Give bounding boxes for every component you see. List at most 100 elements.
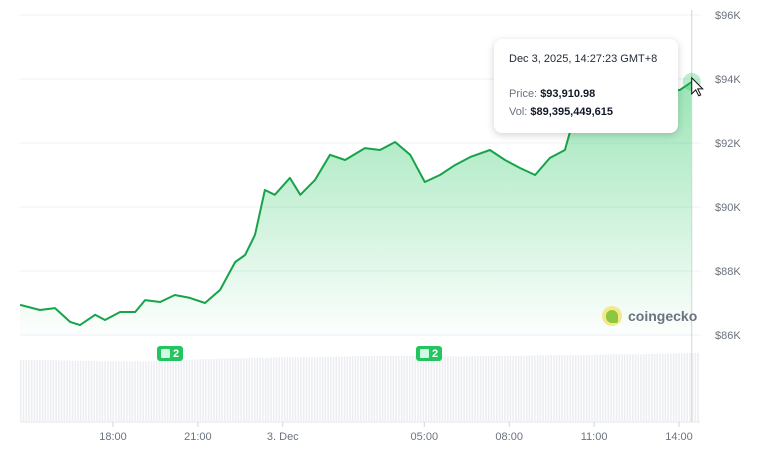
- volume-bar: [161, 360, 164, 422]
- volume-bar: [406, 355, 408, 422]
- volume-bar: [664, 353, 667, 422]
- volume-bar: [607, 354, 610, 422]
- volume-bar: [44, 360, 47, 422]
- volume-bar: [243, 358, 245, 422]
- volume-bar: [175, 360, 177, 422]
- volume-bar: [202, 359, 204, 422]
- x-tick-label: 05:00: [411, 431, 439, 443]
- volume-bar: [215, 358, 218, 422]
- volume-bar: [659, 353, 661, 422]
- volume-bar: [267, 357, 270, 422]
- volume-bar: [379, 355, 381, 422]
- volume-bar: [256, 357, 259, 422]
- volume-bar: [136, 361, 139, 422]
- volume-bar: [259, 357, 261, 422]
- volume-bar: [245, 358, 248, 422]
- x-tick-label: 21:00: [184, 431, 212, 443]
- volume-bar: [234, 358, 237, 422]
- volume-bar: [166, 360, 169, 422]
- volume-bar: [640, 354, 642, 422]
- volume-bar: [297, 357, 300, 422]
- volume-bar: [653, 353, 656, 422]
- volume-bar: [49, 360, 52, 422]
- volume-bar: [561, 355, 563, 422]
- volume-bar: [294, 357, 297, 422]
- volume-bar: [389, 355, 392, 422]
- volume-bar: [183, 360, 185, 422]
- volume-bar: [126, 361, 128, 422]
- volume-bar: [645, 354, 648, 422]
- volume-bar: [169, 360, 172, 422]
- volume-bar: [351, 356, 354, 422]
- volume-bar: [398, 355, 400, 422]
- price-value: $93,910.98: [540, 88, 596, 100]
- volume-bar: [422, 355, 425, 422]
- volume-bar: [468, 356, 471, 422]
- y-tick-label: $96K: [715, 10, 741, 22]
- volume-bar: [357, 356, 359, 422]
- volume-bar: [131, 361, 134, 422]
- volume-bar: [286, 357, 289, 422]
- news-marker[interactable]: 2: [157, 346, 184, 361]
- volume-bar: [300, 357, 302, 422]
- volume-bar: [392, 355, 395, 422]
- volume-bar: [302, 357, 305, 422]
- volume-bar: [520, 355, 523, 422]
- volume-bar: [436, 355, 438, 422]
- volume-bar: [417, 355, 419, 422]
- volume-bar: [79, 360, 82, 422]
- volume-bar: [63, 360, 66, 422]
- news-icon: [420, 349, 429, 358]
- x-tick-label: 18:00: [99, 431, 127, 443]
- volume-bar: [232, 358, 234, 422]
- vol-label: Vol:: [509, 106, 528, 118]
- volume-bar: [403, 355, 406, 422]
- volume-bar: [591, 354, 593, 422]
- volume-bar: [368, 355, 370, 422]
- volume-bar: [544, 355, 547, 422]
- volume-bar: [572, 355, 574, 422]
- volume-bar: [384, 355, 387, 422]
- volume-bar: [150, 361, 153, 422]
- volume-bar: [58, 360, 60, 422]
- price-line: [19, 81, 693, 327]
- vol-value: $89,395,449,615: [530, 106, 614, 118]
- volume-bar: [153, 361, 155, 422]
- volume-bar: [324, 356, 327, 422]
- volume-bar: [158, 361, 161, 422]
- volume-bar: [82, 360, 85, 422]
- volume-bar: [22, 360, 25, 422]
- volume-bar: [370, 355, 373, 422]
- x-tick-label: 08:00: [495, 431, 523, 443]
- volume-bar: [498, 355, 501, 422]
- volume-bar: [501, 355, 504, 422]
- volume-bar: [419, 355, 422, 422]
- volume-bar: [41, 360, 44, 422]
- volume-bar: [340, 356, 343, 422]
- volume-bar: [107, 361, 109, 422]
- volume-bar: [574, 355, 577, 422]
- news-marker[interactable]: 2: [416, 346, 443, 361]
- volume-bar: [305, 357, 308, 422]
- volume-bar: [667, 353, 669, 422]
- volume-bar: [525, 355, 528, 422]
- volume-bar: [691, 353, 694, 422]
- volume-bar: [528, 355, 531, 422]
- volume-bar: [425, 355, 427, 422]
- volume-bar: [602, 354, 604, 422]
- volume-bar: [224, 358, 226, 422]
- volume-bar: [517, 355, 520, 422]
- volume-bar: [115, 361, 117, 422]
- volume-bar: [330, 356, 332, 422]
- volume-bar: [648, 354, 650, 422]
- volume-bar: [207, 359, 210, 422]
- volume-bar: [485, 355, 487, 422]
- volume-bar: [612, 354, 615, 422]
- volume-bar: [36, 360, 38, 422]
- volume-bar: [455, 356, 457, 422]
- volume-bar: [264, 357, 267, 422]
- volume-bar: [275, 357, 278, 422]
- news-icon: [161, 349, 170, 358]
- volume-bar: [460, 356, 463, 422]
